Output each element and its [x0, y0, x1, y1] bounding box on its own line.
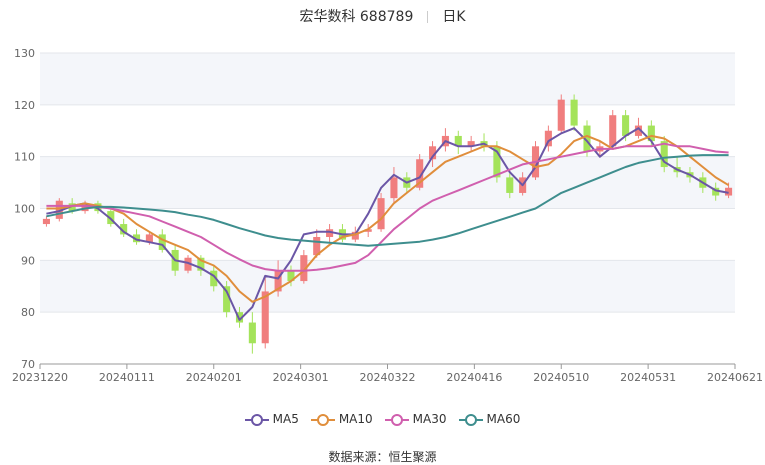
y-tick-label: 100 [14, 203, 35, 216]
candle-body [248, 322, 256, 344]
legend-label: MA5 [272, 412, 299, 426]
candle-body [55, 200, 63, 219]
legend-swatch [458, 413, 483, 426]
ma-line-ma60 [46, 154, 729, 247]
candle-body [351, 231, 359, 240]
x-tick-label: 20240531 [620, 371, 676, 384]
candle-body [364, 229, 372, 232]
candle-body [467, 141, 475, 147]
candle-body [647, 125, 655, 142]
x-tick-label: 20240322 [360, 371, 416, 384]
candle-body [145, 234, 153, 243]
source-name: 恒生聚源 [388, 450, 437, 464]
candle-body [107, 211, 115, 225]
candle-body [197, 257, 205, 271]
legend-swatch [384, 413, 409, 426]
y-tick-label: 120 [14, 99, 35, 112]
legend-label: MA30 [412, 412, 447, 426]
candle-body [557, 99, 565, 131]
kline-chart: 70 80 90 100 110 120 130 20231220 20240111 202402… [12, 47, 763, 384]
chart-legend: MA5 MA10 MA30 MA60 [0, 412, 765, 426]
candle-body [634, 125, 643, 136]
candle-body [287, 270, 295, 282]
data-source: 数据来源：恒生聚源 [0, 448, 765, 465]
y-tick-label: 90 [21, 254, 35, 267]
y-tick-label: 80 [21, 306, 35, 319]
x-tick-label: 20240201 [186, 371, 242, 384]
candle-body [158, 234, 166, 250]
y-tick-label: 70 [21, 358, 35, 371]
candle-body [570, 99, 578, 126]
candle-body [725, 187, 733, 196]
candle-body [120, 224, 128, 235]
candle-body [712, 187, 720, 196]
ma-line-ma30 [46, 142, 729, 272]
candle-body [235, 312, 244, 323]
candle-body [81, 203, 89, 212]
legend-item-ma60[interactable]: MA60 [458, 412, 521, 426]
candle-body [261, 291, 269, 344]
y-tick-label: 110 [14, 151, 35, 164]
x-tick-label: 20240111 [99, 371, 155, 384]
candle-body [210, 270, 218, 287]
x-tick-label: 20231220 [12, 371, 68, 384]
title-separator [427, 11, 429, 23]
legend-label: MA10 [338, 412, 373, 426]
candle-body [660, 141, 668, 168]
ma-line-ma5 [46, 127, 729, 321]
y-tick-label: 130 [14, 47, 35, 60]
candle-body [583, 125, 591, 152]
legend-item-ma10[interactable]: MA10 [310, 412, 373, 426]
candle-body [416, 159, 424, 188]
candle-body [429, 146, 437, 160]
legend-label: MA60 [486, 412, 521, 426]
candle-body [132, 234, 141, 243]
candle-body [184, 257, 192, 271]
candle-body [390, 177, 398, 199]
source-label: 数据来源： [328, 450, 389, 464]
candle-body [313, 237, 321, 256]
candle-body [454, 135, 462, 147]
stock-name: 宏华数科 688789 [299, 9, 414, 25]
candle-body [42, 218, 50, 225]
period-label: 日K [442, 9, 466, 25]
candle-body [622, 115, 630, 136]
chart-title: 宏华数科 688789 日K [0, 6, 765, 26]
legend-item-ma30[interactable]: MA30 [384, 412, 447, 426]
candle-body [493, 146, 501, 178]
candle-body [223, 286, 231, 313]
candle-body [544, 130, 552, 147]
candle-body [300, 255, 308, 282]
candle-body [326, 229, 334, 238]
x-tick-label: 20240510 [533, 371, 589, 384]
grid-band [40, 53, 735, 105]
candle-body [506, 177, 514, 193]
legend-swatch [244, 413, 269, 426]
legend-item-ma5[interactable]: MA5 [244, 412, 299, 426]
candle-body [377, 198, 385, 230]
x-tick-label: 20240416 [446, 371, 502, 384]
x-tick-label: 20240301 [273, 371, 329, 384]
grid-band [40, 260, 735, 313]
candle-body [68, 203, 76, 212]
candle-body [274, 270, 282, 292]
legend-swatch [310, 413, 335, 426]
candle-body [609, 115, 617, 147]
x-tick-label: 20240621 [707, 371, 763, 384]
